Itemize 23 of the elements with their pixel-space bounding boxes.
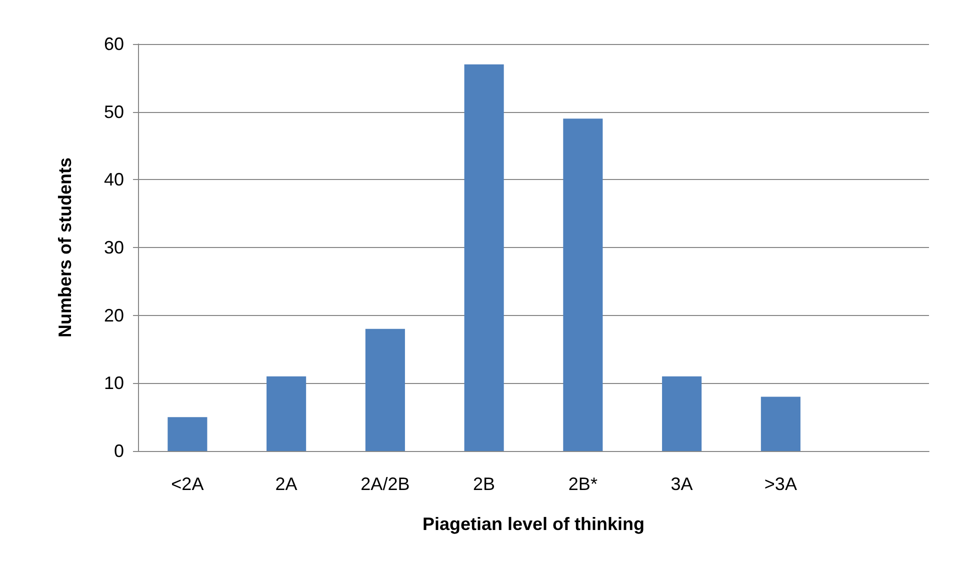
x-tick-label: <2A [171, 474, 204, 494]
y-tick-label: 60 [104, 34, 124, 54]
bar [464, 64, 504, 451]
x-tick-label: 2A/2B [360, 474, 410, 494]
y-tick-label: 10 [104, 373, 124, 394]
x-tick-label: 3A [670, 474, 693, 494]
bar [168, 417, 208, 451]
bar [662, 376, 702, 451]
bar [365, 328, 405, 451]
bar [760, 396, 800, 451]
x-tick-label: 2B [473, 474, 496, 494]
bar [563, 118, 603, 451]
x-tick-label: 2B* [568, 474, 598, 494]
y-tick-label: 50 [104, 102, 124, 122]
x-tick-label: >3A [764, 474, 797, 494]
x-axis-title: Piagetian level of thinking [422, 514, 645, 534]
x-tick-label: 2A [275, 474, 298, 494]
y-tick-label: 0 [114, 441, 124, 461]
y-tick-label: 20 [104, 305, 124, 326]
y-axis-title: Numbers of students [55, 157, 75, 338]
y-tick-label: 30 [104, 238, 124, 258]
bar [266, 376, 306, 451]
y-tick-label: 40 [104, 170, 124, 190]
